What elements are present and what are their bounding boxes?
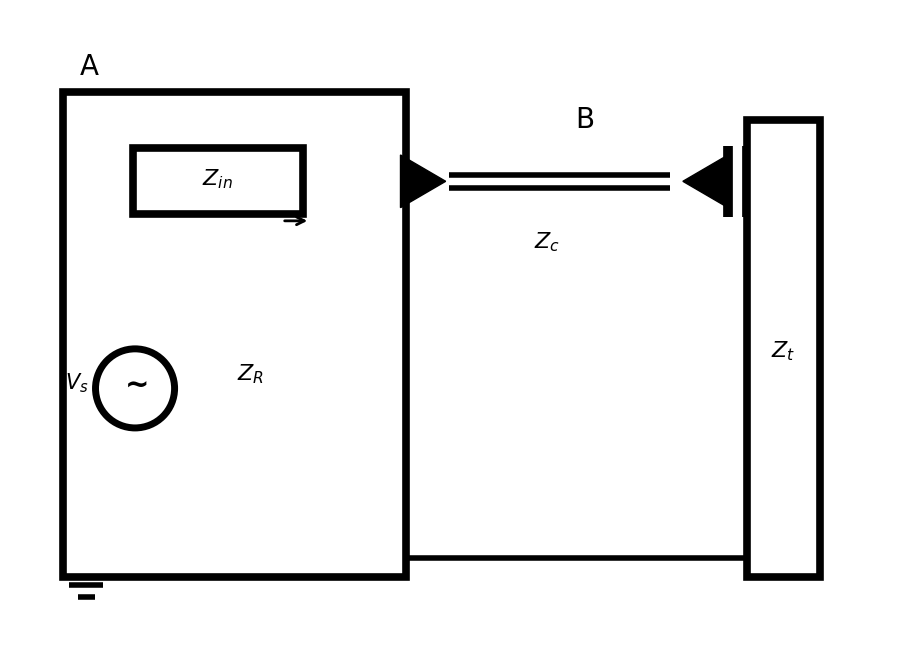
- Bar: [747, 120, 821, 577]
- Text: $Z_t$: $Z_t$: [771, 339, 796, 362]
- Bar: [63, 92, 406, 577]
- Text: $Z_c$: $Z_c$: [535, 231, 561, 254]
- Polygon shape: [400, 155, 446, 208]
- Text: $Z_R$: $Z_R$: [238, 362, 265, 386]
- Text: $Z_{in}$: $Z_{in}$: [203, 168, 233, 191]
- Text: B: B: [575, 106, 595, 134]
- Circle shape: [95, 349, 175, 428]
- Text: A: A: [80, 53, 99, 81]
- Text: ~: ~: [125, 372, 149, 399]
- Text: $V_s$: $V_s$: [65, 372, 89, 395]
- Polygon shape: [683, 155, 728, 208]
- Bar: [133, 148, 302, 214]
